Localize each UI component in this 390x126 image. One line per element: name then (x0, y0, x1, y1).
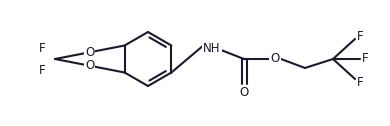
Text: NH: NH (203, 41, 221, 55)
Text: O: O (85, 59, 94, 72)
Text: F: F (357, 75, 363, 88)
Text: O: O (85, 46, 94, 59)
Text: O: O (270, 53, 280, 66)
Text: F: F (39, 64, 45, 76)
Text: F: F (39, 41, 45, 55)
Text: O: O (239, 86, 249, 99)
Text: F: F (362, 53, 368, 66)
Text: F: F (357, 29, 363, 42)
